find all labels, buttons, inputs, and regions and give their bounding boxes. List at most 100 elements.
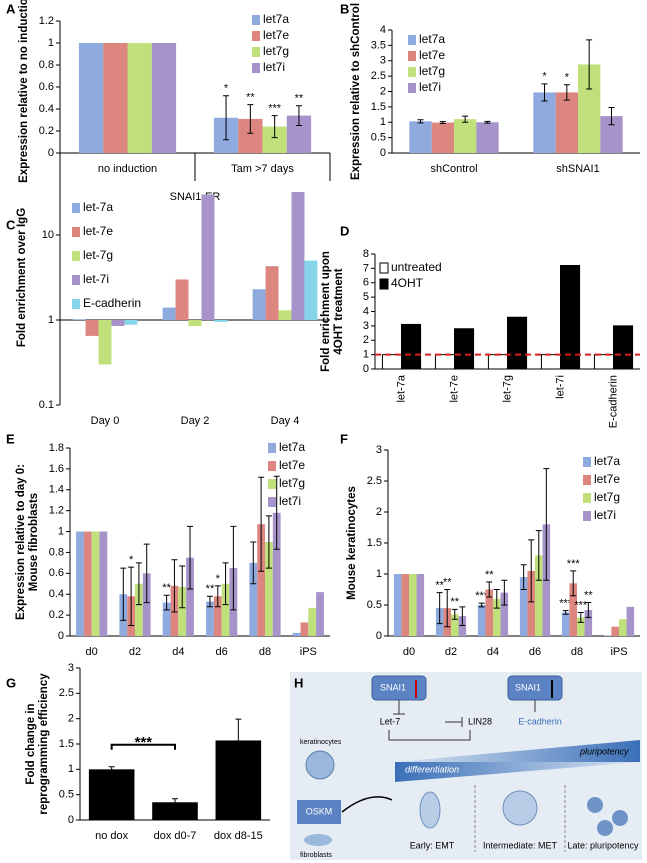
error-bar — [451, 608, 458, 620]
diagram-label: SNAI1 — [515, 682, 541, 692]
diagram-label: Let-7 — [380, 716, 401, 726]
bar — [252, 289, 266, 320]
y-axis-label: Expression relative to day 0: — [15, 464, 27, 620]
x-tick-label: Day 0 — [91, 415, 120, 427]
legend-swatch — [252, 15, 260, 25]
error-bar — [439, 121, 446, 124]
error-bar — [265, 515, 272, 569]
bar — [611, 626, 619, 636]
bar — [600, 116, 623, 153]
y-tick-label: 2.5 — [367, 475, 382, 487]
error-bar — [271, 115, 278, 139]
x-tick-label: Day 2 — [181, 415, 210, 427]
bar — [500, 592, 509, 636]
y-tick-label: 0 — [48, 147, 54, 159]
y-tick-label: 3.5 — [371, 39, 386, 51]
y-tick-label: 1 — [376, 568, 382, 580]
pluripotency-wedge — [395, 740, 640, 762]
bar — [527, 570, 535, 636]
error-bar — [528, 539, 535, 603]
bar — [477, 605, 486, 636]
y-tick-label: 0.6 — [39, 81, 54, 93]
bar — [578, 64, 601, 153]
legend-label: untreated — [391, 260, 442, 274]
y-axis-label: Mouse fibroblasts — [28, 493, 40, 591]
significance: *** — [559, 597, 573, 609]
y-tick-label: 0 — [363, 363, 369, 375]
bar — [188, 320, 202, 326]
legend-swatch — [268, 443, 276, 453]
oskm-box — [297, 800, 341, 824]
legend-swatch — [268, 479, 276, 489]
y-tick-label: 1.5 — [367, 537, 382, 549]
bar — [555, 92, 578, 153]
significance: ** — [246, 92, 255, 104]
bar — [88, 769, 135, 820]
y-axis-label: Fold enrichment upon — [320, 251, 332, 372]
bar — [186, 557, 194, 636]
panel-label: E — [6, 431, 15, 446]
bar — [487, 354, 509, 370]
y-tick-label: 0.5 — [59, 789, 74, 801]
error-bar — [258, 476, 265, 572]
bar — [507, 316, 528, 370]
error-bar — [230, 525, 237, 611]
significance: ** — [443, 576, 452, 588]
legend-swatch — [408, 83, 416, 93]
bar — [401, 323, 422, 370]
bar — [300, 622, 309, 636]
bar — [533, 92, 556, 153]
y-tick-label: 5 — [363, 291, 369, 303]
diagram-label: pluripotency — [579, 746, 629, 756]
diagram-label: Early: EMT — [410, 840, 455, 850]
bar — [316, 592, 324, 636]
x-tick-label: d8 — [571, 646, 583, 658]
panel-label: F — [340, 431, 348, 446]
y-axis-label: Fold change in — [25, 703, 37, 784]
error-bar — [577, 611, 584, 623]
y-tick-label: 0.1 — [39, 399, 54, 411]
legend-label: let7a — [279, 440, 305, 454]
x-tick-label: d2 — [445, 646, 457, 658]
legend-swatch — [583, 511, 591, 521]
x-tick-label: d2 — [129, 646, 141, 658]
x-tick-label: d6 — [216, 646, 228, 658]
x-tick-label: Tam >7 days — [231, 163, 294, 175]
error-bar — [143, 543, 150, 604]
arrow — [341, 796, 393, 813]
bar — [476, 122, 499, 153]
bar — [458, 616, 467, 636]
bar — [535, 555, 543, 636]
error-bar — [608, 106, 615, 126]
y-tick-label: 1.2 — [39, 15, 54, 27]
error-bar — [493, 589, 500, 609]
bar — [206, 601, 214, 636]
x-tick-label: let-7i — [554, 375, 566, 399]
significance: * — [542, 71, 547, 83]
error-bar — [135, 562, 142, 606]
panel-h: SNAI1 SNAI1 Let-7 LIN28 E-cadherin diffe… — [290, 672, 642, 860]
error-bar — [459, 606, 466, 626]
diagram-label: LIN28 — [468, 716, 492, 726]
y-tick-label: 1.4 — [49, 484, 64, 496]
bar — [278, 310, 292, 320]
y-tick-label: 10 — [42, 229, 54, 241]
legend-swatch — [72, 275, 80, 285]
y-tick-label: 8 — [363, 248, 369, 260]
y-tick-label: 2 — [68, 713, 74, 725]
y-tick-label: 3 — [363, 320, 369, 332]
y-tick-label: 3 — [68, 662, 74, 674]
error-bar — [585, 602, 592, 618]
y-tick-label: 1.6 — [49, 463, 64, 475]
bar — [72, 319, 86, 320]
significance: * — [216, 573, 221, 585]
cell — [304, 834, 332, 846]
legend-label: let7e — [263, 28, 289, 42]
bar — [265, 266, 279, 320]
y-tick-label: 1 — [48, 37, 54, 49]
legend-label: let7i — [279, 494, 301, 508]
bar — [98, 320, 112, 365]
bar — [519, 577, 528, 636]
y-tick-label: 7 — [363, 262, 369, 274]
bar — [381, 354, 403, 370]
